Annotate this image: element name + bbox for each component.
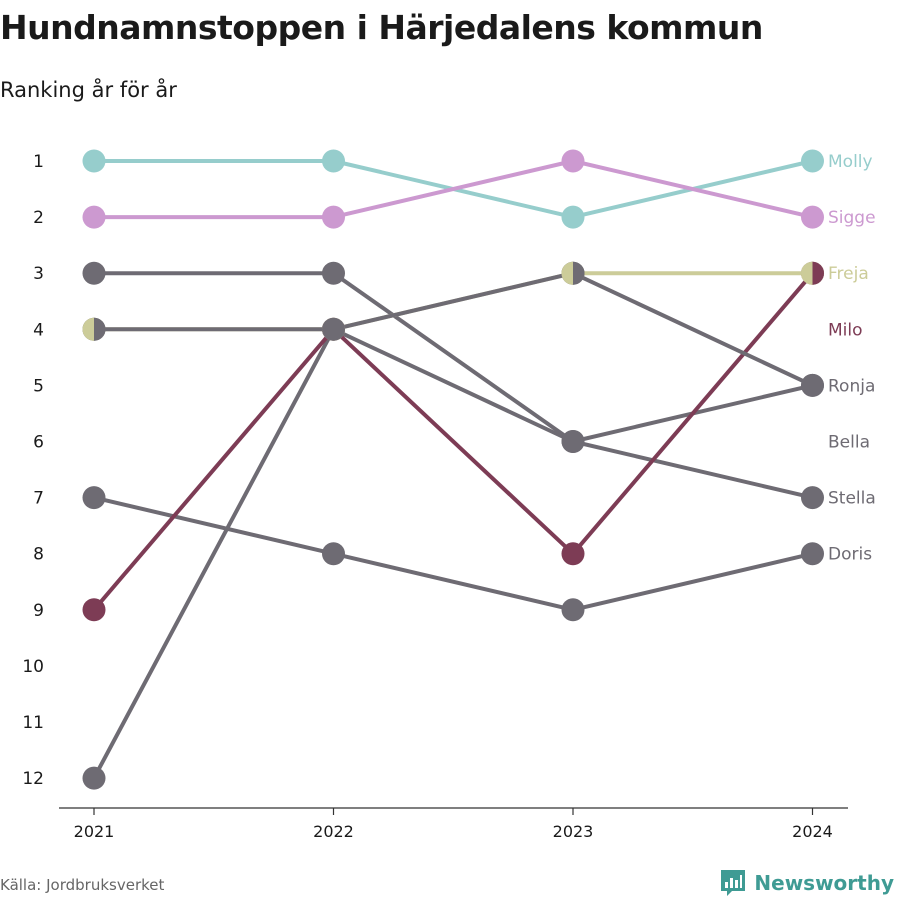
end-label-stella: Stella (828, 489, 876, 509)
series-point-molly (561, 205, 585, 229)
point-half-right (573, 261, 585, 285)
end-label-sigge: Sigge (828, 208, 876, 228)
series-point-unnamed (322, 317, 345, 341)
brand-logo[interactable]: Newsworthy (720, 869, 894, 897)
end-label-milo: Milo (828, 320, 863, 340)
y-tick-label: 7 (33, 489, 44, 509)
end-label-doris: Doris (828, 545, 872, 565)
source-note: Källa: Jordbruksverket (0, 876, 165, 894)
point-half-left (801, 261, 813, 285)
series-line-unnamed (94, 271, 814, 388)
point-half-left (561, 261, 573, 285)
series-point-molly (801, 149, 824, 173)
y-tick-label: 4 (33, 320, 44, 340)
series-point-sigge (322, 205, 345, 229)
brand-name: Newsworthy (754, 871, 894, 895)
series-point-ronja (561, 430, 585, 453)
series-point-sigge (561, 149, 585, 173)
y-tick-label: 8 (33, 545, 44, 565)
point-half-right (812, 261, 824, 285)
series-line-sigge (94, 159, 813, 220)
series-line-ronja (94, 271, 813, 444)
series-line-doris (93, 495, 813, 612)
point-half-left (82, 317, 94, 341)
y-tick-label: 2 (33, 208, 44, 228)
y-tick-label: 5 (33, 376, 44, 396)
chart-subtitle: Ranking år för år (0, 78, 177, 102)
series-point-ronja (322, 261, 345, 285)
bar-chart-icon (721, 870, 746, 896)
series-point-molly (82, 149, 106, 173)
point-half-right (94, 317, 106, 341)
series-point-molly (322, 149, 345, 173)
end-label-freja: Freja (828, 264, 869, 284)
end-label-bella: Bella (828, 433, 870, 453)
series-point-sigge (801, 205, 824, 229)
series-point-doris (801, 542, 824, 566)
series-point-ronja (82, 261, 106, 285)
y-tick-label: 3 (33, 264, 44, 284)
y-tick-label: 6 (33, 433, 44, 453)
series-point-unnamed (801, 373, 824, 397)
x-tick-label: 2023 (553, 822, 594, 841)
series-line-stella (92, 327, 813, 780)
y-tick-label: 1 (33, 152, 44, 172)
x-tick-label: 2021 (74, 822, 115, 841)
y-tick-label: 9 (33, 601, 44, 621)
series-point-stella (82, 766, 106, 790)
series-point-doris (322, 542, 345, 566)
y-tick-label: 12 (22, 769, 44, 789)
series-point-doris (82, 486, 106, 510)
y-tick-label: 11 (22, 713, 44, 733)
x-tick-label: 2022 (313, 822, 354, 841)
end-label-ronja: Ronja (828, 376, 875, 396)
end-label-molly: Molly (828, 152, 873, 172)
series-point-milo (82, 598, 106, 622)
series-point-milo (561, 542, 585, 566)
series-point-doris (561, 598, 585, 622)
series-line-milo (92, 271, 815, 612)
x-tick-label: 2024 (792, 822, 833, 841)
y-tick-label: 10 (22, 657, 44, 677)
series-point-stella (801, 486, 824, 510)
chart-title: Hundnamnstoppen i Härjedalens kommun (0, 8, 763, 47)
series-point-sigge (82, 205, 106, 229)
